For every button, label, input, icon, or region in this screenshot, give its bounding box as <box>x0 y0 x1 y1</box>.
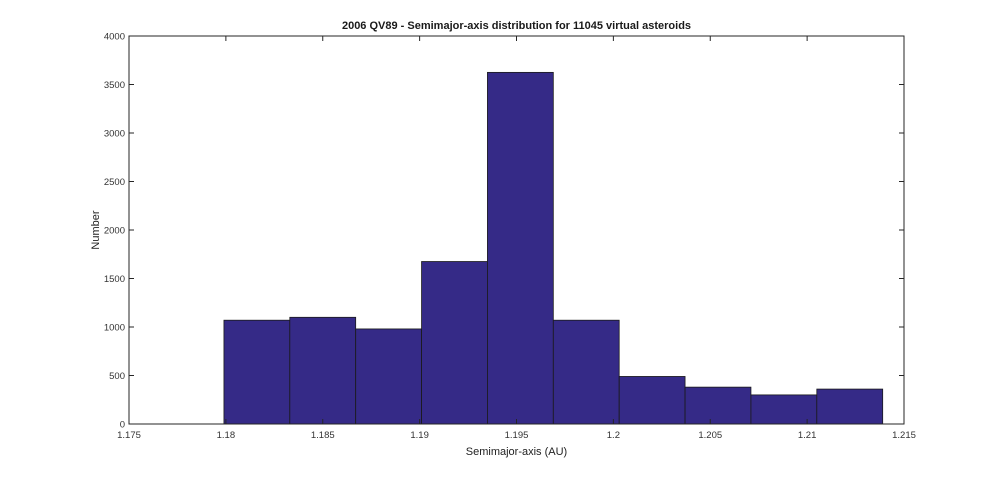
histogram-bar-7 <box>618 376 686 425</box>
x-tick-label: 1.21 <box>798 430 817 441</box>
x-tick-label: 1.2 <box>607 430 620 441</box>
bars-group <box>223 71 884 425</box>
y-axis-label: Number <box>90 210 102 249</box>
x-tick-label: 1.18 <box>217 430 236 441</box>
y-tick-label: 3500 <box>104 80 125 91</box>
histogram-bar-3 <box>355 328 422 425</box>
y-tick-label: 4000 <box>104 32 125 43</box>
histogram-bar-10 <box>816 388 884 425</box>
y-tick-label: 3000 <box>104 129 125 140</box>
x-tick-label: 1.19 <box>410 430 429 441</box>
y-tick-label: 2000 <box>104 226 125 237</box>
x-tick-label: 1.205 <box>698 430 722 441</box>
y-tick-label: 0 <box>120 420 125 431</box>
histogram-bar-6 <box>552 319 620 425</box>
x-axis-label: Semimajor-axis (AU) <box>466 446 567 458</box>
y-tick-label: 1500 <box>104 274 125 285</box>
histogram-bar-8 <box>684 386 752 425</box>
y-tick-label: 1000 <box>104 323 125 334</box>
y-tick-label: 2500 <box>104 177 125 188</box>
x-tick-label: 1.215 <box>892 430 916 441</box>
y-tick-label: 500 <box>109 371 125 382</box>
x-tick-label: 1.175 <box>117 430 141 441</box>
chart-title: 2006 QV89 - Semimajor-axis distribution … <box>342 20 691 32</box>
histogram-bar-1 <box>223 319 291 425</box>
histogram-bar-9 <box>750 394 818 425</box>
x-tick-label: 1.185 <box>311 430 335 441</box>
histogram-bar-5 <box>487 71 554 425</box>
ticks-group: 1.175 1.18 1.185 1.19 1.195 1.2 1.205 1.21 1.215… <box>104 32 916 442</box>
histogram-bar-4 <box>421 261 488 425</box>
histogram-bar-2 <box>289 316 357 425</box>
x-tick-label: 1.195 <box>505 430 529 441</box>
